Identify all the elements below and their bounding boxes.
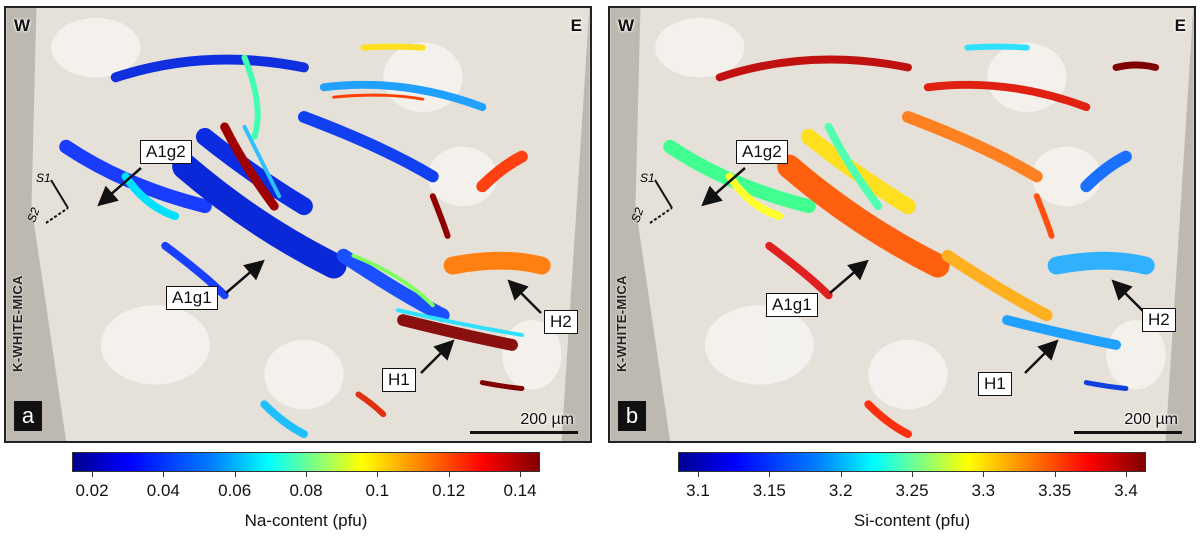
callout-arrows bbox=[649, 167, 1146, 374]
colorbar-tick-label: 0.14 bbox=[503, 481, 537, 500]
scale-bar-label: 200 µm bbox=[520, 411, 574, 428]
colorbar-tick bbox=[1126, 472, 1127, 477]
colorbar-tick-label: 0.12 bbox=[432, 481, 466, 500]
colorbar-tick-label: 3.15 bbox=[752, 481, 786, 500]
east-label: E bbox=[570, 16, 582, 35]
west-label: W bbox=[618, 16, 635, 35]
s1-label: S1 bbox=[36, 171, 51, 185]
si-content-map-image bbox=[610, 8, 1194, 441]
na-content-map-image bbox=[6, 8, 590, 441]
callout-h2: H2 bbox=[544, 310, 578, 334]
callout-a1g1: A1g1 bbox=[766, 293, 818, 317]
callout-h2: H2 bbox=[1142, 308, 1176, 332]
colorbar-tick bbox=[306, 472, 307, 477]
colorbar-tick-label: 3.1 bbox=[686, 481, 710, 500]
colorbar-tick bbox=[769, 472, 771, 477]
panel-letter-b: b bbox=[618, 401, 646, 431]
colorbar-tick-label: 0.08 bbox=[289, 481, 323, 500]
mica-grain-streaks bbox=[59, 43, 551, 439]
colorbar-tick bbox=[234, 472, 236, 477]
s1-label: S1 bbox=[640, 171, 655, 185]
callout-arrows bbox=[45, 167, 542, 374]
colorbar-tick bbox=[840, 472, 842, 477]
callout-a1g1: A1g1 bbox=[166, 286, 218, 310]
scale-bar bbox=[470, 431, 578, 434]
colorbar-tick bbox=[377, 472, 379, 477]
callout-h1: H1 bbox=[978, 372, 1012, 396]
colorbar-tick-label: 3.35 bbox=[1038, 481, 1072, 500]
panel-b-si-map: W E K-WHITE-MICA S1 S2 A1g2 A1g1 H1 H2 b… bbox=[608, 6, 1196, 443]
si-colorbar bbox=[678, 452, 1146, 472]
colorbar-tick-label: 0.06 bbox=[218, 481, 252, 500]
colorbar-tick bbox=[698, 472, 699, 477]
colorbar-tick bbox=[163, 472, 165, 477]
colorbar-tick bbox=[983, 472, 985, 477]
colorbar-tick bbox=[520, 472, 521, 477]
callout-a1g2: A1g2 bbox=[140, 140, 192, 164]
colorbar-tick bbox=[92, 472, 93, 477]
scale-bar-label: 200 µm bbox=[1124, 411, 1178, 428]
east-label: E bbox=[1174, 16, 1186, 35]
mica-grain-streaks bbox=[663, 43, 1160, 439]
colorbar-tick-label: 0.02 bbox=[75, 481, 109, 500]
colorbar-tick bbox=[448, 472, 450, 477]
west-label: W bbox=[14, 16, 31, 35]
colorbar-tick-label: 3.2 bbox=[828, 481, 853, 500]
na-colorbar bbox=[72, 452, 540, 472]
panel-a-na-map: W E K-WHITE-MICA S1 S2 A1g2 A1g1 H1 H2 a… bbox=[4, 6, 592, 443]
colorbar-tick-label: 3.4 bbox=[1114, 481, 1138, 500]
scale-bar bbox=[1074, 431, 1182, 434]
colorbar-tick-label: 3.3 bbox=[971, 481, 996, 500]
callout-a1g2: A1g2 bbox=[736, 140, 788, 164]
colorbar-tick-label: 0.04 bbox=[146, 481, 180, 500]
colorbar-tick-label: 3.25 bbox=[895, 481, 929, 500]
na-colorbar-title: Na-content (pfu) bbox=[244, 511, 368, 530]
callout-h1: H1 bbox=[382, 368, 416, 392]
colorbar-tick bbox=[912, 472, 913, 477]
colorbar-tick-label: 0.1 bbox=[365, 481, 390, 500]
colorbar-tick bbox=[1054, 472, 1056, 477]
panel-letter-a: a bbox=[14, 401, 42, 431]
si-colorbar-title: Si-content (pfu) bbox=[853, 511, 971, 530]
